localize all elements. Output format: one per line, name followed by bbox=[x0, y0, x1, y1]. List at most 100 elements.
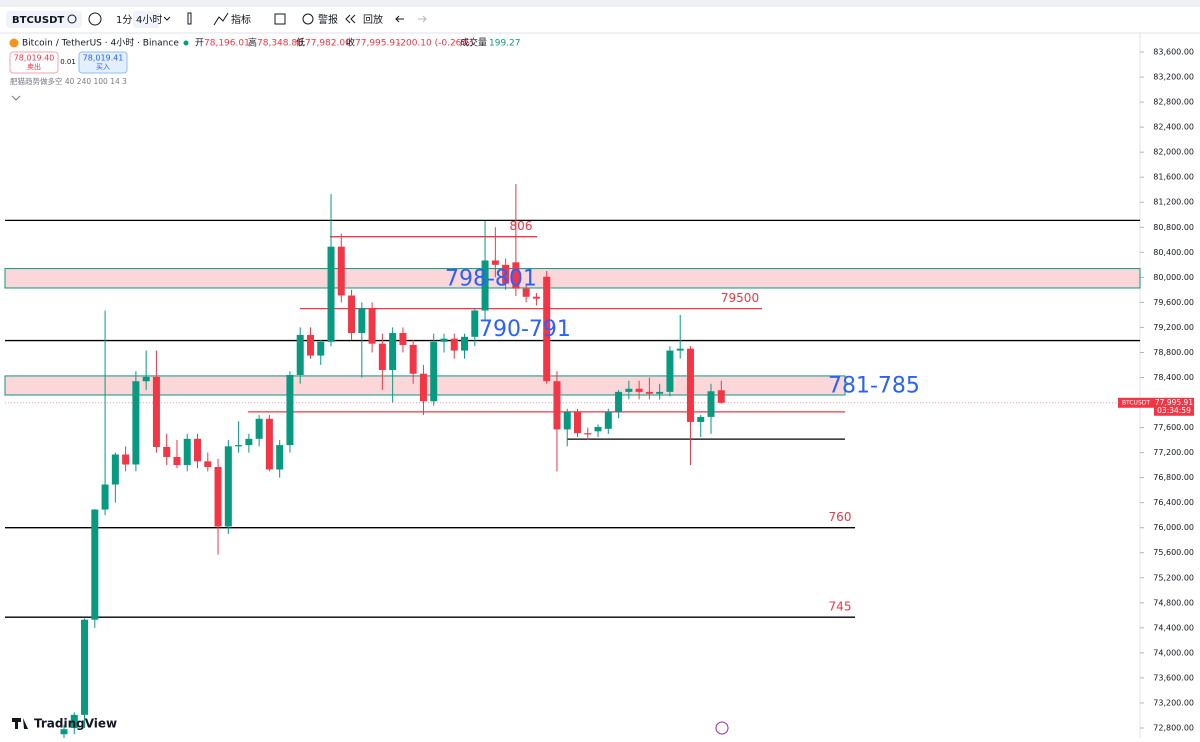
candle-body bbox=[132, 381, 140, 465]
interval-1m[interactable]: 1分 bbox=[116, 14, 132, 26]
alert[interactable]: 警报 bbox=[318, 13, 338, 26]
candle-body bbox=[81, 619, 89, 715]
candle-body bbox=[574, 411, 581, 434]
buy-label[interactable]: 买入 bbox=[96, 63, 110, 71]
candle-body bbox=[430, 341, 438, 402]
y-tick-label: 82,400.00 bbox=[1153, 123, 1194, 132]
add-icon[interactable] bbox=[88, 12, 102, 26]
sell-button[interactable] bbox=[9, 51, 59, 74]
buy-price[interactable]: 78,019.41 bbox=[83, 54, 124, 63]
buy-button[interactable] bbox=[78, 51, 128, 74]
close-label: 收 bbox=[346, 37, 355, 49]
alert-icon[interactable] bbox=[302, 13, 314, 25]
y-tick-label: 72,800.00 bbox=[1153, 723, 1194, 732]
price-tag-label: 77,995.91 bbox=[1155, 398, 1193, 407]
candle-body bbox=[635, 388, 643, 392]
events-icon[interactable] bbox=[715, 721, 729, 735]
candle-body bbox=[337, 246, 345, 296]
y-tick-label: 73,600.00 bbox=[1153, 673, 1194, 682]
candle-body bbox=[194, 438, 202, 462]
high-label: 高 bbox=[248, 37, 257, 49]
candle-body bbox=[235, 445, 243, 447]
candle-body bbox=[707, 391, 715, 417]
symbol-box[interactable] bbox=[6, 11, 82, 28]
y-tick-label: 74,400.00 bbox=[1153, 623, 1194, 632]
candle-body bbox=[399, 333, 407, 345]
candle-body bbox=[584, 433, 592, 435]
candle-body bbox=[419, 373, 427, 402]
indicators-icon[interactable] bbox=[213, 12, 229, 26]
level-label: 745 bbox=[829, 600, 852, 614]
y-tick-label: 74,000.00 bbox=[1153, 648, 1194, 657]
indicators[interactable]: 指标 bbox=[231, 13, 251, 26]
candle-body bbox=[378, 343, 386, 370]
volume-value: 199.27 bbox=[489, 39, 521, 49]
plot-area: 83,600.00 83,200.00 82,800.00 82,400.00 82,0… bbox=[4, 48, 1194, 741]
low-value: 77,982.00 bbox=[305, 39, 351, 49]
price-tag bbox=[1154, 397, 1194, 416]
y-tick-label: 75,200.00 bbox=[1153, 573, 1194, 582]
y-tick-label: 82,000.00 bbox=[1153, 148, 1194, 157]
y-tick-label: 82,800.00 bbox=[1153, 98, 1194, 107]
level-label: 806 bbox=[510, 219, 533, 233]
undo-icon[interactable] bbox=[395, 15, 404, 23]
sell-price[interactable]: 78,019.40 bbox=[14, 54, 55, 63]
y-tick-label: 83,600.00 bbox=[1153, 48, 1194, 57]
candle-body bbox=[122, 454, 130, 465]
logo-icon bbox=[12, 718, 28, 729]
compare-icon[interactable] bbox=[67, 14, 77, 24]
level-label: 79500 bbox=[721, 291, 759, 305]
candle-body bbox=[450, 338, 458, 351]
change-value: -200.10 (-0.26%) bbox=[397, 39, 473, 49]
y-tick-label: 74,800.00 bbox=[1153, 598, 1194, 607]
indicator-legend: 肥猫趋势做多空 40 240 100 14 3 bbox=[10, 76, 127, 86]
replay-icon[interactable] bbox=[345, 14, 356, 24]
redo-icon[interactable] bbox=[418, 15, 427, 23]
y-tick-label: 80,400.00 bbox=[1153, 248, 1194, 257]
candle-body bbox=[255, 418, 263, 439]
candle-body bbox=[440, 338, 448, 342]
candle-body bbox=[358, 308, 366, 334]
y-tick-label: 78,800.00 bbox=[1153, 348, 1194, 357]
chart-type-icon[interactable] bbox=[187, 12, 192, 25]
candle-body bbox=[717, 390, 725, 403]
candle-body bbox=[594, 426, 602, 432]
candle-body bbox=[522, 288, 530, 297]
y-tick-label: 80,000.00 bbox=[1153, 273, 1194, 282]
candle-body bbox=[101, 484, 109, 510]
y-tick-label: 77,600.00 bbox=[1153, 423, 1194, 432]
candle-body bbox=[645, 391, 653, 394]
level-label: 760 bbox=[829, 510, 852, 524]
candle-body bbox=[111, 454, 119, 485]
y-tick-label: 79,600.00 bbox=[1153, 298, 1194, 307]
logo: TradingView bbox=[34, 717, 117, 731]
candle-body bbox=[348, 295, 356, 334]
y-tick-label: 76,800.00 bbox=[1153, 473, 1194, 482]
candle-body bbox=[676, 348, 684, 351]
volume-label: 成交量 bbox=[460, 37, 487, 49]
candle-body bbox=[91, 509, 99, 620]
candle-body bbox=[317, 341, 325, 356]
open-value: 78,196.01 bbox=[204, 39, 250, 49]
y-tick-label: 76,000.00 bbox=[1153, 523, 1194, 532]
layout-icon[interactable] bbox=[274, 13, 286, 25]
interval-4h[interactable]: 4小时 bbox=[136, 14, 162, 26]
candle-body bbox=[306, 334, 314, 356]
y-tick-label: 75,600.00 bbox=[1153, 548, 1194, 557]
annotation: 790-791 bbox=[479, 317, 571, 342]
y-tick-label: 77,200.00 bbox=[1153, 448, 1194, 457]
candle-body bbox=[666, 350, 674, 392]
symbol[interactable]: BTCUSDT bbox=[12, 15, 64, 26]
candle-body bbox=[461, 336, 469, 351]
candle-body bbox=[224, 446, 232, 527]
candle-body bbox=[214, 466, 222, 527]
candle-body bbox=[491, 260, 499, 265]
interval-dropdown[interactable] bbox=[163, 16, 171, 21]
collapse-icon[interactable] bbox=[11, 95, 21, 101]
candle-body bbox=[142, 376, 150, 382]
y-tick-label: 80,800.00 bbox=[1153, 223, 1194, 232]
replay[interactable]: 回放 bbox=[363, 13, 383, 26]
sell-label[interactable]: 卖出 bbox=[27, 62, 41, 71]
